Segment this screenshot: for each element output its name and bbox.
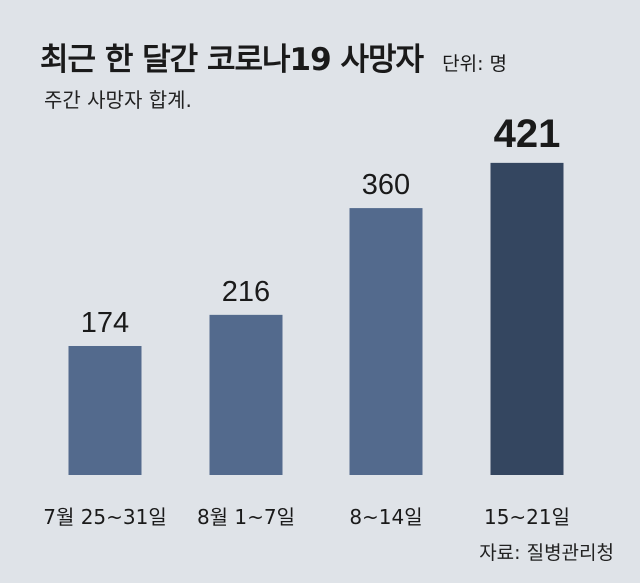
source-note: 자료: 질병관리청 (479, 542, 614, 564)
bar-4 (490, 162, 564, 475)
bar-1 (68, 345, 142, 475)
value-label-2: 216 (222, 276, 270, 308)
category-labels-group: 7월 25~31일 8월 1~7일 8~14일 15~21일 (43, 505, 570, 529)
bar-2 (209, 314, 283, 475)
value-label-3: 360 (362, 169, 410, 201)
chart-title-row: 최근 한 달간 코로나19 사망자 단위: 명 (40, 34, 507, 79)
bars-group (68, 162, 564, 475)
chart-subtitle: 주간 사망자 합계. (44, 88, 192, 112)
chart-title: 최근 한 달간 코로나19 사망자 (40, 42, 424, 78)
category-label-2: 8월 1~7일 (197, 505, 295, 529)
bar-3 (349, 208, 423, 475)
category-label-3: 8~14일 (349, 505, 422, 529)
value-label-4: 421 (494, 112, 561, 156)
value-labels-group: 174 216 360 421 (81, 112, 561, 339)
category-label-4: 15~21일 (484, 505, 570, 529)
category-label-1: 7월 25~31일 (43, 505, 167, 529)
value-label-1: 174 (81, 307, 129, 339)
unit-label: 단위: 명 (442, 53, 508, 75)
